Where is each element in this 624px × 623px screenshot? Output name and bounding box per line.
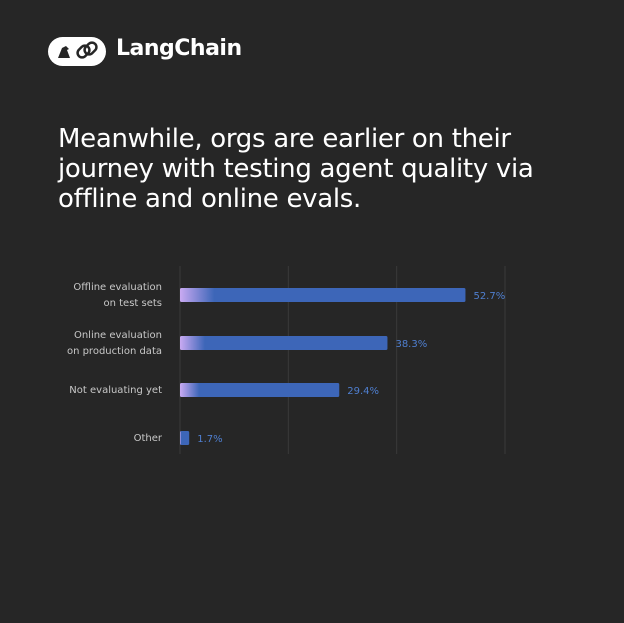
value-label: 38.3% [395, 339, 427, 350]
value-label: 29.4% [347, 386, 379, 397]
category-label: on test sets [103, 298, 162, 309]
category-label: on production data [67, 346, 162, 357]
bar [180, 336, 388, 350]
logo [48, 37, 106, 66]
brand-name: LangChain [116, 36, 242, 61]
bar [180, 431, 190, 445]
bar [180, 383, 340, 397]
category-label: Online evaluation [74, 330, 162, 341]
category-label: Not evaluating yet [69, 385, 162, 396]
chart-title: Meanwhile, orgs are earlier on their jou… [58, 124, 534, 214]
value-label: 1.7% [197, 434, 222, 445]
bar [180, 288, 466, 302]
category-label: Other [134, 433, 163, 444]
value-label: 52.7% [473, 291, 505, 302]
category-label: Offline evaluation [73, 282, 162, 293]
